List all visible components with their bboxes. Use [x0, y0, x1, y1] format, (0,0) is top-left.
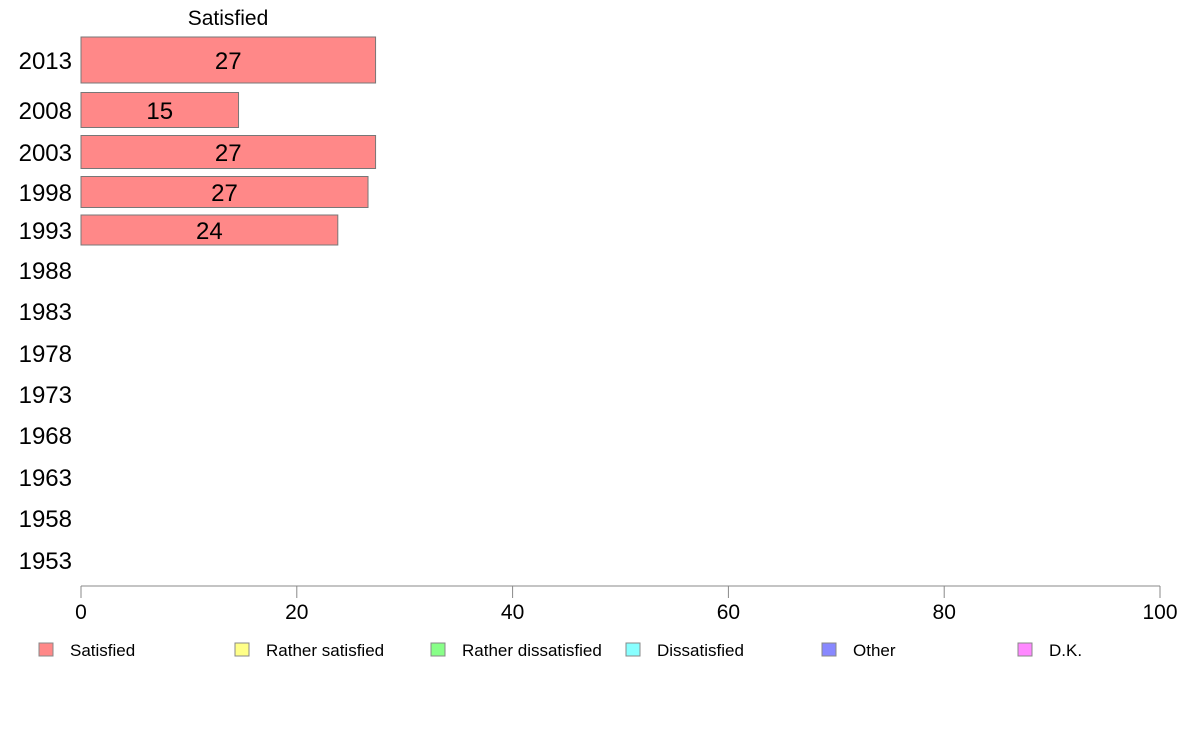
x-tick-label: 100: [1142, 601, 1177, 624]
y-axis-labels: 2013 2008 2003 1998 1993 1988 1983 1978 1973 1968…: [19, 48, 72, 575]
x-tick-label: 60: [717, 601, 740, 624]
legend-label: Rather satisfied: [266, 641, 384, 660]
bars-group: 27 15 27 27 24: [80, 36, 377, 246]
x-tick-label: 0: [75, 601, 87, 624]
bar-value-label: 27: [211, 180, 238, 207]
legend-swatch: [1017, 642, 1033, 657]
bar-2013: [80, 36, 377, 84]
y-tick-label: 1993: [19, 218, 72, 245]
y-tick-label: 1973: [19, 382, 72, 409]
legend-swatch: [234, 642, 250, 657]
y-tick-label: 2008: [19, 98, 72, 125]
bar-value-label: 27: [215, 48, 242, 75]
legend-label: Other: [853, 641, 896, 660]
bar-value-label: 24: [196, 218, 223, 245]
x-tick-label: 20: [285, 601, 308, 624]
y-tick-label: 1983: [19, 299, 72, 326]
y-tick-label: 1958: [19, 506, 72, 533]
bar-value-label: 27: [215, 140, 242, 167]
legend-swatch: [430, 642, 446, 657]
x-tick-label: 40: [501, 601, 524, 624]
y-tick-label: 1988: [19, 258, 72, 285]
bar-value-label: 15: [146, 98, 173, 125]
series-title: Satisfied: [188, 7, 269, 30]
y-tick-label: 1978: [19, 341, 72, 368]
y-tick-label: 1953: [19, 548, 72, 575]
x-tick-label: 80: [933, 601, 956, 624]
y-tick-label: 1968: [19, 423, 72, 450]
legend-label: Rather dissatisfied: [462, 641, 602, 660]
y-tick-label: 1963: [19, 465, 72, 492]
bar-1993: [80, 214, 339, 246]
bar-1998: [80, 176, 369, 208]
legend-label: D.K.: [1049, 641, 1082, 660]
legend: Satisfied Rather satisfied Rather dissatis…: [38, 641, 1082, 660]
bar-2003: [80, 135, 377, 169]
legend-label: Dissatisfied: [657, 641, 744, 660]
legend-swatch: [625, 642, 641, 657]
bar-2008: [80, 92, 240, 128]
legend-label: Satisfied: [70, 641, 135, 660]
x-axis: 0 20 40 60 80 100: [75, 585, 1178, 624]
legend-swatch: [821, 642, 837, 657]
y-tick-label: 2003: [19, 140, 72, 167]
legend-swatch: [38, 642, 54, 657]
y-tick-label: 1998: [19, 180, 72, 207]
y-tick-label: 2013: [19, 48, 72, 75]
